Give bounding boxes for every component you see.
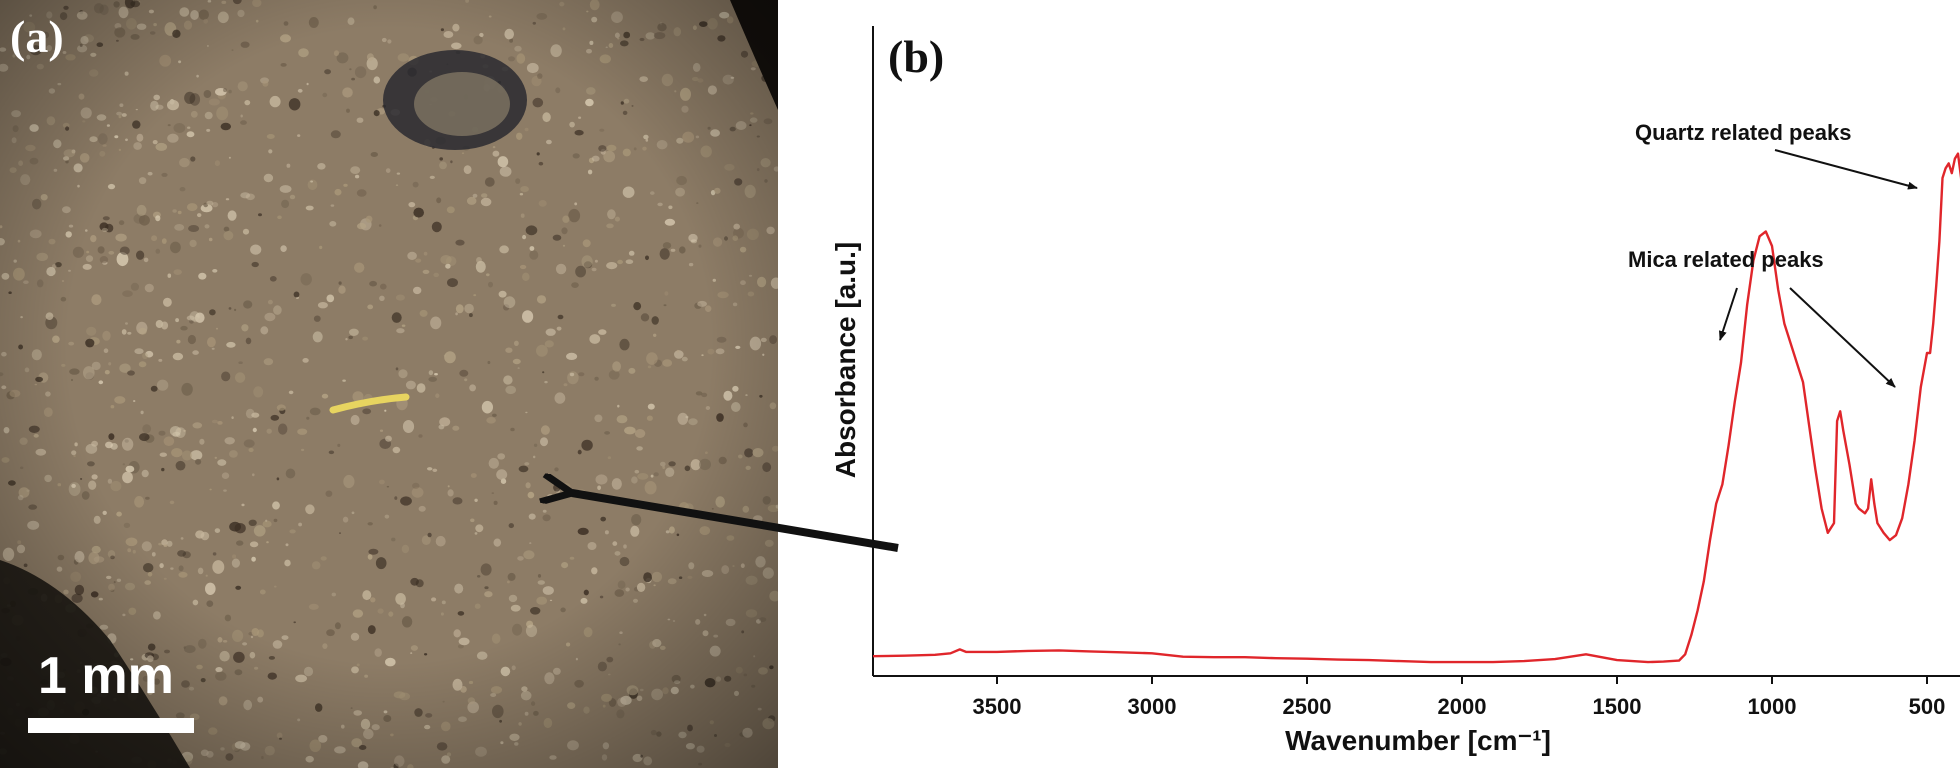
y-axis-title: Absorbance [a.u.] <box>830 242 861 478</box>
scale-bar <box>28 718 194 733</box>
annotation-mica-arrow-1 <box>1718 287 1738 341</box>
annotation-quartz-arrow <box>1774 149 1918 190</box>
scale-bar-label: 1 mm <box>38 647 174 705</box>
micrograph-panel: 1 mm (a) <box>0 0 778 768</box>
vignette <box>0 0 778 768</box>
panel-a-label: (a) <box>10 11 64 62</box>
x-axis-tick-labels: 3500 3000 2500 2000 1500 1000 500 <box>973 694 1946 719</box>
x-axis-title: Wavenumber [cm⁻¹] <box>1285 725 1551 756</box>
x-tick-label: 2500 <box>1283 694 1332 719</box>
x-tick-label: 3500 <box>973 694 1022 719</box>
x-tick-label: 1000 <box>1748 694 1797 719</box>
micrograph-image: 1 mm (a) <box>0 0 778 768</box>
x-axis-ticks <box>996 676 1928 684</box>
x-tick-label: 1500 <box>1593 694 1642 719</box>
x-tick-label: 3000 <box>1128 694 1177 719</box>
x-tick-label: 500 <box>1909 694 1946 719</box>
panel-b-label: (b) <box>888 31 944 82</box>
x-tick-label: 2000 <box>1438 694 1487 719</box>
annotation-quartz: Quartz related peaks <box>1635 120 1851 145</box>
spectrum-line <box>872 152 1960 664</box>
annotation-mica: Mica related peaks <box>1628 247 1824 272</box>
annotation-mica-arrow-2 <box>1789 287 1896 388</box>
